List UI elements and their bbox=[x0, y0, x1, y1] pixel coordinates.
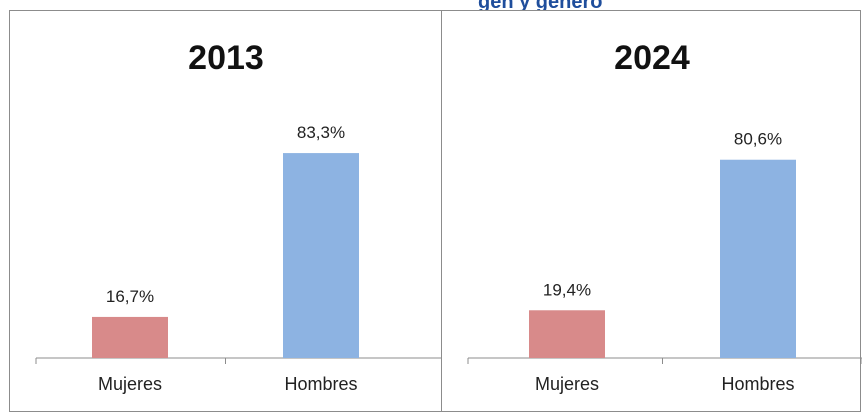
category-label: Hombres bbox=[721, 374, 794, 394]
chart-title: 2024 bbox=[614, 39, 690, 77]
category-label: Mujeres bbox=[98, 374, 162, 394]
chart-svg-2024: 2024 19,4% Mujeres 80,6% Hombres bbox=[467, 39, 862, 394]
chart-svg-2013: 2013 16,7% Mujeres 83,3% Hombres bbox=[35, 39, 443, 394]
chart-panel-2013: 2013 16,7% Mujeres 83,3% Hombres bbox=[9, 10, 443, 412]
bar-mujeres bbox=[529, 310, 605, 358]
chart-panel-2024: 2024 19,4% Mujeres 80,6% Hombres bbox=[441, 10, 862, 412]
category-label: Mujeres bbox=[535, 374, 599, 394]
category-label: Hombres bbox=[284, 374, 357, 394]
bar-mujeres bbox=[92, 316, 168, 358]
bar-hombres bbox=[283, 153, 359, 358]
data-label: 80,6% bbox=[734, 130, 782, 149]
data-label: 16,7% bbox=[106, 287, 154, 306]
data-label: 83,3% bbox=[297, 123, 345, 142]
bar-hombres bbox=[720, 159, 796, 358]
chart-title: 2013 bbox=[188, 39, 264, 77]
header-partial-title: gen y género bbox=[478, 0, 603, 13]
data-label: 19,4% bbox=[543, 280, 591, 299]
